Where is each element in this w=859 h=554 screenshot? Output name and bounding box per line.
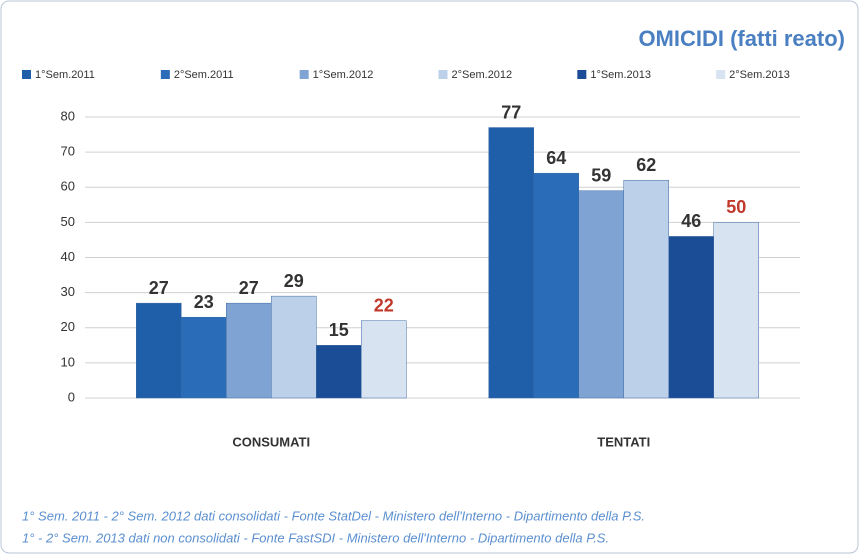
value-label: 22 xyxy=(374,295,394,315)
value-label: 27 xyxy=(149,278,169,298)
legend-swatch xyxy=(577,70,587,79)
legend-swatch xyxy=(160,70,170,79)
y-tick-label: 50 xyxy=(61,214,75,229)
y-tick-label: 10 xyxy=(61,354,75,369)
x-tick-label: CONSUMATI xyxy=(232,434,310,449)
legend-swatch xyxy=(716,70,726,79)
value-label: 23 xyxy=(194,292,214,312)
y-tick-label: 30 xyxy=(61,284,75,299)
bar xyxy=(713,222,759,399)
legend-swatch xyxy=(22,70,31,79)
bar xyxy=(533,172,579,399)
value-label: 27 xyxy=(239,278,259,298)
bar xyxy=(181,316,227,399)
footnote: 1° - 2° Sem. 2013 dati non consolidati -… xyxy=(22,530,609,545)
x-tick-label: TENTATI xyxy=(597,434,650,449)
bar xyxy=(488,127,534,399)
bar xyxy=(668,236,714,399)
legend-label: 1°Sem.2011 xyxy=(35,69,95,81)
value-label: 29 xyxy=(284,271,304,291)
value-label: 64 xyxy=(546,148,566,168)
legend-label: 2°Sem.2012 xyxy=(452,69,513,81)
bar xyxy=(271,295,317,399)
legend-label: 1°Sem.2012 xyxy=(313,69,374,81)
y-tick-label: 60 xyxy=(61,179,75,194)
legend-swatch xyxy=(299,70,309,79)
y-tick-label: 40 xyxy=(61,249,75,264)
bar xyxy=(361,320,407,399)
y-tick-label: 20 xyxy=(61,319,75,334)
bar xyxy=(136,302,182,399)
value-label: 77 xyxy=(501,102,521,122)
footnote: 1° Sem. 2011 - 2° Sem. 2012 dati consoli… xyxy=(22,508,645,523)
chart-title: OMICIDI (fatti reato) xyxy=(638,26,845,51)
bar xyxy=(226,302,272,399)
value-label: 50 xyxy=(726,197,746,217)
legend-label: 2°Sem.2011 xyxy=(174,69,234,81)
bar xyxy=(316,345,362,399)
legend-label: 2°Sem.2013 xyxy=(729,69,790,81)
bar xyxy=(623,179,669,399)
value-label: 59 xyxy=(591,166,611,186)
value-label: 15 xyxy=(329,320,349,340)
value-label: 62 xyxy=(636,155,656,175)
legend-swatch xyxy=(438,70,448,79)
y-tick-label: 80 xyxy=(61,108,75,123)
y-tick-label: 70 xyxy=(61,144,75,159)
legend-label: 1°Sem.2013 xyxy=(590,69,651,81)
y-tick-label: 0 xyxy=(68,389,75,404)
bar xyxy=(578,190,624,399)
value-label: 46 xyxy=(681,211,701,231)
